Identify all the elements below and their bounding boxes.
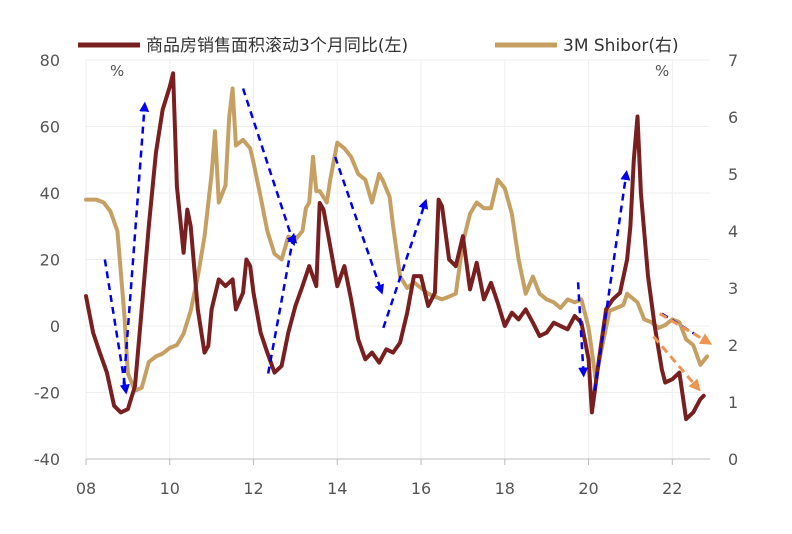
blue-arrow (382, 198, 429, 329)
x-tick-label: 14 (327, 479, 347, 498)
right-axis-unit: % (655, 62, 669, 80)
left-tick-label: -40 (34, 450, 60, 469)
series-lines (84, 71, 710, 422)
left-tick-label: 20 (40, 251, 60, 270)
left-axis-unit: % (110, 62, 124, 80)
right-tick-label: 2 (728, 336, 738, 355)
left-tick-label: 60 (40, 118, 60, 137)
x-tick-label: 08 (76, 479, 96, 498)
right-tick-label: 1 (728, 393, 738, 412)
right-tick-label: 5 (728, 165, 738, 184)
left-tick-label: -20 (34, 384, 60, 403)
right-tick-label: 6 (728, 108, 738, 127)
blue-arrow (593, 170, 631, 391)
right-tick-label: 7 (728, 51, 738, 70)
left-y-axis: -40 -20 0 20 40 60 80 (34, 51, 60, 469)
orange-arrow (658, 312, 713, 345)
x-tick-label: 18 (495, 479, 515, 498)
legend-label-shibor: 3M Shibor(右) (563, 36, 679, 56)
x-tick-label: 10 (160, 479, 180, 498)
blue-arrow (241, 88, 297, 247)
right-y-axis: 0 1 2 3 4 5 6 7 (728, 51, 738, 469)
series-line-sales (84, 71, 706, 422)
right-tick-label: 4 (728, 222, 738, 241)
x-tick-label: 12 (243, 479, 263, 498)
x-tick-label: 16 (411, 479, 431, 498)
left-tick-label: 80 (40, 51, 60, 70)
x-axis: 08 10 12 14 16 18 20 22 (76, 458, 710, 498)
blue-arrow (576, 282, 589, 378)
blue-arrow (122, 101, 150, 385)
orange-arrow (652, 335, 701, 392)
trend-arrows (103, 88, 713, 395)
right-tick-label: 0 (728, 450, 738, 469)
left-tick-label: 40 (40, 184, 60, 203)
left-tick-label: 0 (50, 317, 60, 336)
x-tick-label: 20 (578, 479, 598, 498)
blue-arrow (103, 259, 130, 395)
right-tick-label: 3 (728, 279, 738, 298)
legend-label-sales: 商品房销售面积滚动3个月同比(左) (146, 36, 408, 56)
x-tick-label: 22 (662, 479, 682, 498)
legend: 商品房销售面积滚动3个月同比(左) 3M Shibor(右) (78, 36, 679, 56)
